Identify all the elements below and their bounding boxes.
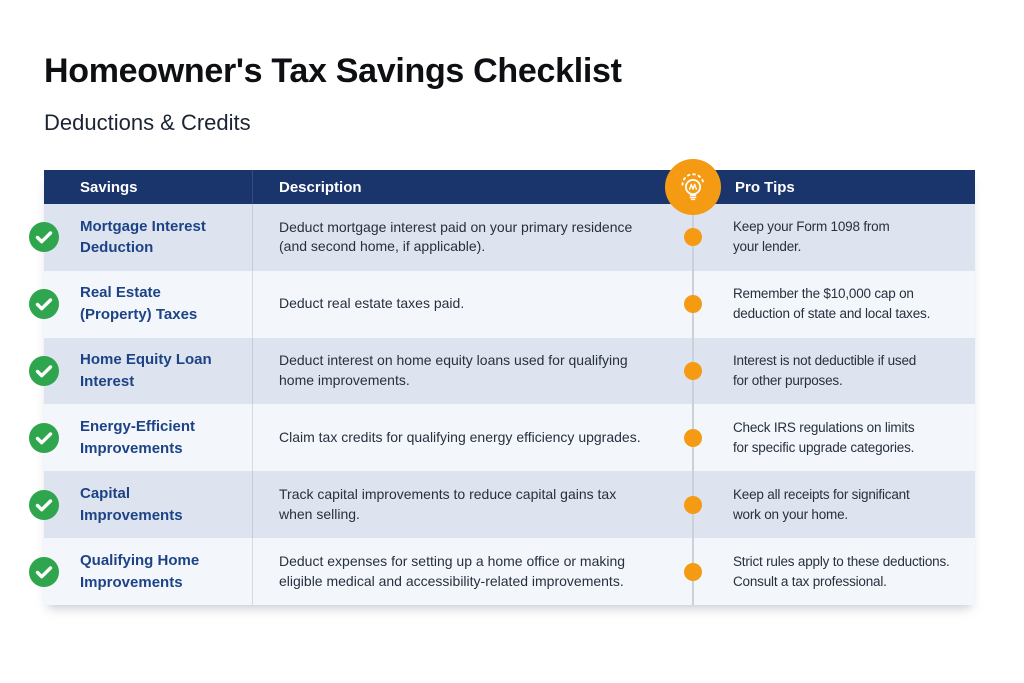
column-header-savings: Savings (80, 178, 138, 196)
check-circle-icon (29, 489, 59, 520)
bullet-dot-icon (684, 495, 702, 514)
savings-cell: Qualifying Home Improvements (44, 538, 252, 605)
column-header-pro-tips: Pro Tips (735, 178, 795, 196)
description-cell: Deduct mortgage interest paid on your pr… (252, 204, 693, 271)
savings-name: Mortgage Interest Deduction (80, 217, 206, 257)
description-cell: Track capital improvements to reduce cap… (252, 471, 693, 539)
check-circle-icon (29, 556, 59, 587)
pro-tip-cell: Keep your Form 1098 from your lender. (693, 204, 975, 271)
savings-name: Qualifying Home Improvements (80, 551, 200, 591)
check-circle-icon (29, 356, 59, 387)
pro-tip-cell: Check IRS regulations on limits for spec… (693, 404, 975, 471)
checklist-table: Savings Description Pro Tips Mortgage In… (29, 159, 975, 605)
row-pro-tip: Keep your Form 1098 from your lender. (733, 219, 890, 255)
bullet-dot-icon (684, 228, 702, 247)
table-row: Energy-Efficient Improvements Claim tax … (29, 404, 975, 472)
description-cell: Deduct interest on home equity loans use… (252, 337, 693, 405)
bullet-dot-icon (684, 562, 702, 581)
description-cell: Claim tax credits for qualifying energy … (252, 404, 693, 472)
savings-name: Real Estate (Property) Taxes (80, 284, 198, 324)
check-circle-icon (29, 289, 59, 320)
pro-tip-cell: Remember the $10,000 cap on deduction of… (693, 271, 975, 338)
row-pro-tip: Keep all receipts for significant work o… (733, 486, 910, 522)
bullet-dot-icon (684, 428, 702, 447)
pro-tip-cell: Interest is not deductible if used for o… (693, 338, 975, 405)
pro-tip-cell: Strict rules apply to these deductions. … (693, 538, 975, 605)
lightbulb-icon (665, 159, 721, 215)
page-title: Homeowner's Tax Savings Checklist (44, 52, 622, 90)
page-subtitle: Deductions & Credits (44, 110, 251, 135)
description-cell: Deduct real estate taxes paid. (252, 270, 693, 338)
savings-cell: Energy-Efficient Improvements (44, 404, 252, 471)
row-pro-tip: Strict rules apply to these deductions. … (733, 553, 950, 589)
row-pro-tip: Interest is not deductible if used for o… (733, 353, 917, 389)
savings-cell: Real Estate (Property) Taxes (44, 271, 252, 338)
check-circle-icon (29, 222, 59, 253)
check-circle-icon (29, 422, 59, 453)
column-header-description: Description (252, 170, 693, 204)
table-rows: Mortgage Interest Deduction Deduct mortg… (29, 204, 975, 605)
row-description: Track capital improvements to reduce cap… (279, 485, 617, 522)
table-row: Capital Improvements Track capital impro… (29, 471, 975, 539)
bullet-dot-icon (684, 362, 702, 381)
description-cell: Deduct expenses for setting up a home of… (252, 538, 693, 605)
savings-cell: Home Equity Loan Interest (44, 338, 252, 405)
row-pro-tip: Check IRS regulations on limits for spec… (733, 419, 915, 455)
savings-cell: Capital Improvements (44, 471, 252, 538)
savings-name: Energy-Efficient Improvements (80, 418, 196, 457)
pro-tips-connector-line (692, 204, 694, 605)
table-row: Qualifying Home Improvements Deduct expe… (29, 538, 975, 605)
savings-name: Capital Improvements (80, 484, 183, 524)
row-description: Deduct interest on home equity loans use… (279, 352, 628, 389)
table-row: Home Equity Loan Interest Deduct interes… (29, 337, 975, 405)
row-description: Deduct mortgage interest paid on your pr… (279, 218, 633, 255)
table-row: Mortgage Interest Deduction Deduct mortg… (29, 204, 975, 271)
bullet-dot-icon (684, 295, 702, 314)
row-description: Claim tax credits for qualifying energy … (279, 428, 641, 445)
row-description: Deduct expenses for setting up a home of… (279, 552, 626, 589)
row-pro-tip: Remember the $10,000 cap on deduction of… (733, 286, 931, 322)
table-row: Real Estate (Property) Taxes Deduct real… (29, 270, 975, 338)
table-header-row: Savings Description Pro Tips (44, 170, 975, 204)
pro-tip-cell: Keep all receipts for significant work o… (693, 471, 975, 538)
row-description: Deduct real estate taxes paid. (279, 295, 465, 312)
savings-cell: Mortgage Interest Deduction (44, 204, 252, 271)
savings-name: Home Equity Loan Interest (80, 351, 212, 391)
